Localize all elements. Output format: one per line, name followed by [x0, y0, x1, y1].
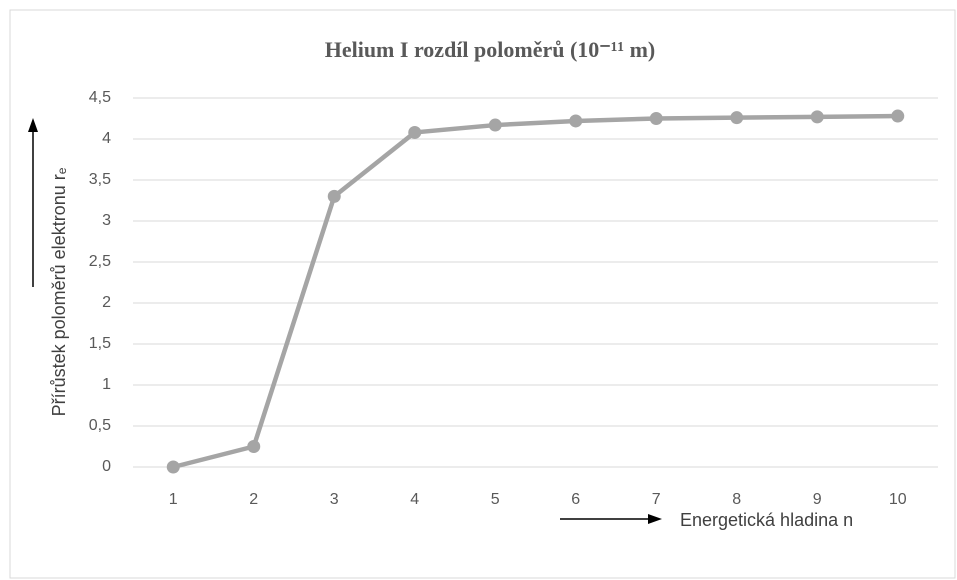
x-arrow-head [648, 514, 662, 524]
y-arrow-head [28, 118, 38, 132]
x-tick-label: 7 [652, 491, 661, 508]
chart-border [9, 9, 956, 579]
y-tick-label: 2,5 [89, 253, 111, 270]
x-axis-label: Energetická hladina n [680, 510, 853, 530]
x-tick-label: 8 [732, 491, 741, 508]
data-point [649, 112, 663, 125]
x-tick-label: 3 [330, 491, 339, 508]
x-tick-label: 2 [249, 491, 258, 508]
x-tick-label: 9 [813, 491, 822, 508]
y-tick-label: 2 [102, 294, 111, 311]
x-tick-label: 5 [491, 491, 500, 508]
y-tick-label: 0,5 [89, 417, 111, 434]
x-tick-label: 10 [889, 491, 907, 508]
data-point [408, 125, 422, 139]
y-tick-label: 4 [102, 130, 111, 147]
y-tick-label: 1,5 [89, 335, 111, 352]
x-tick-label: 6 [571, 491, 580, 508]
y-tick-label: 3 [102, 212, 111, 229]
series-line [172, 113, 898, 470]
data-point [810, 110, 824, 124]
data-point [569, 114, 583, 128]
data-point [327, 189, 341, 203]
y-axis-label: Přírůstek poloměrů elektronu rₑ [49, 167, 69, 416]
data-point [166, 460, 180, 474]
x-tick-label: 4 [410, 491, 419, 508]
data-point [247, 440, 261, 453]
x-tick-label: 1 [169, 491, 178, 508]
y-tick-label: 4,5 [89, 89, 111, 106]
data-point [891, 109, 905, 123]
y-tick-label: 0 [102, 458, 111, 475]
data-point [730, 111, 744, 125]
data-point [488, 118, 502, 132]
chart-title: Helium I rozdíl poloměrů (10⁻¹¹ m) [325, 37, 656, 62]
y-tick-label: 3,5 [89, 171, 111, 188]
y-tick-label: 1 [102, 376, 111, 393]
